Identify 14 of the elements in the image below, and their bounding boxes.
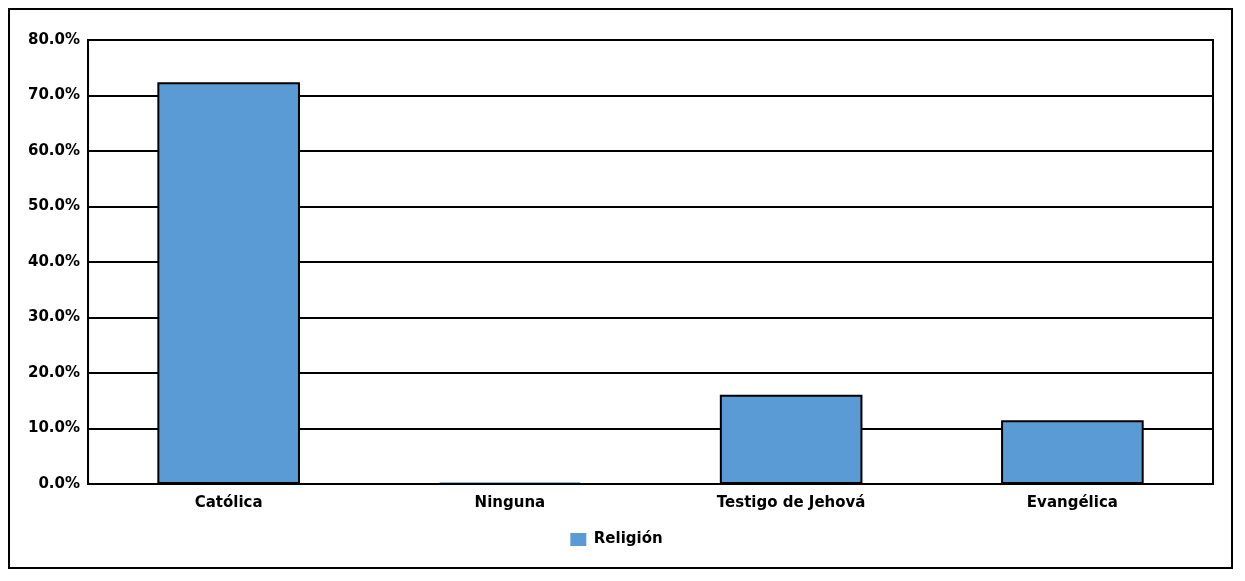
y-tick-label: 10.0% [27,418,81,437]
y-tick-label: 80.0% [27,29,81,48]
x-tick-label: Evangélica [1026,492,1118,511]
legend-label: Religión [593,529,663,548]
y-tick-label: 0.0% [38,473,81,492]
y-tick-label: 70.0% [27,85,81,104]
y-tick-label: 20.0% [27,362,81,381]
x-tick-label: Testigo de Jehová [716,492,866,511]
x-tick-label: Católica [194,492,263,511]
y-tick-label: 30.0% [27,307,81,326]
y-tick-label: 40.0% [27,251,81,270]
x-tick-label: Ninguna [474,492,546,511]
y-tick-label: 60.0% [27,140,81,159]
y-tick-label: 50.0% [27,196,81,215]
